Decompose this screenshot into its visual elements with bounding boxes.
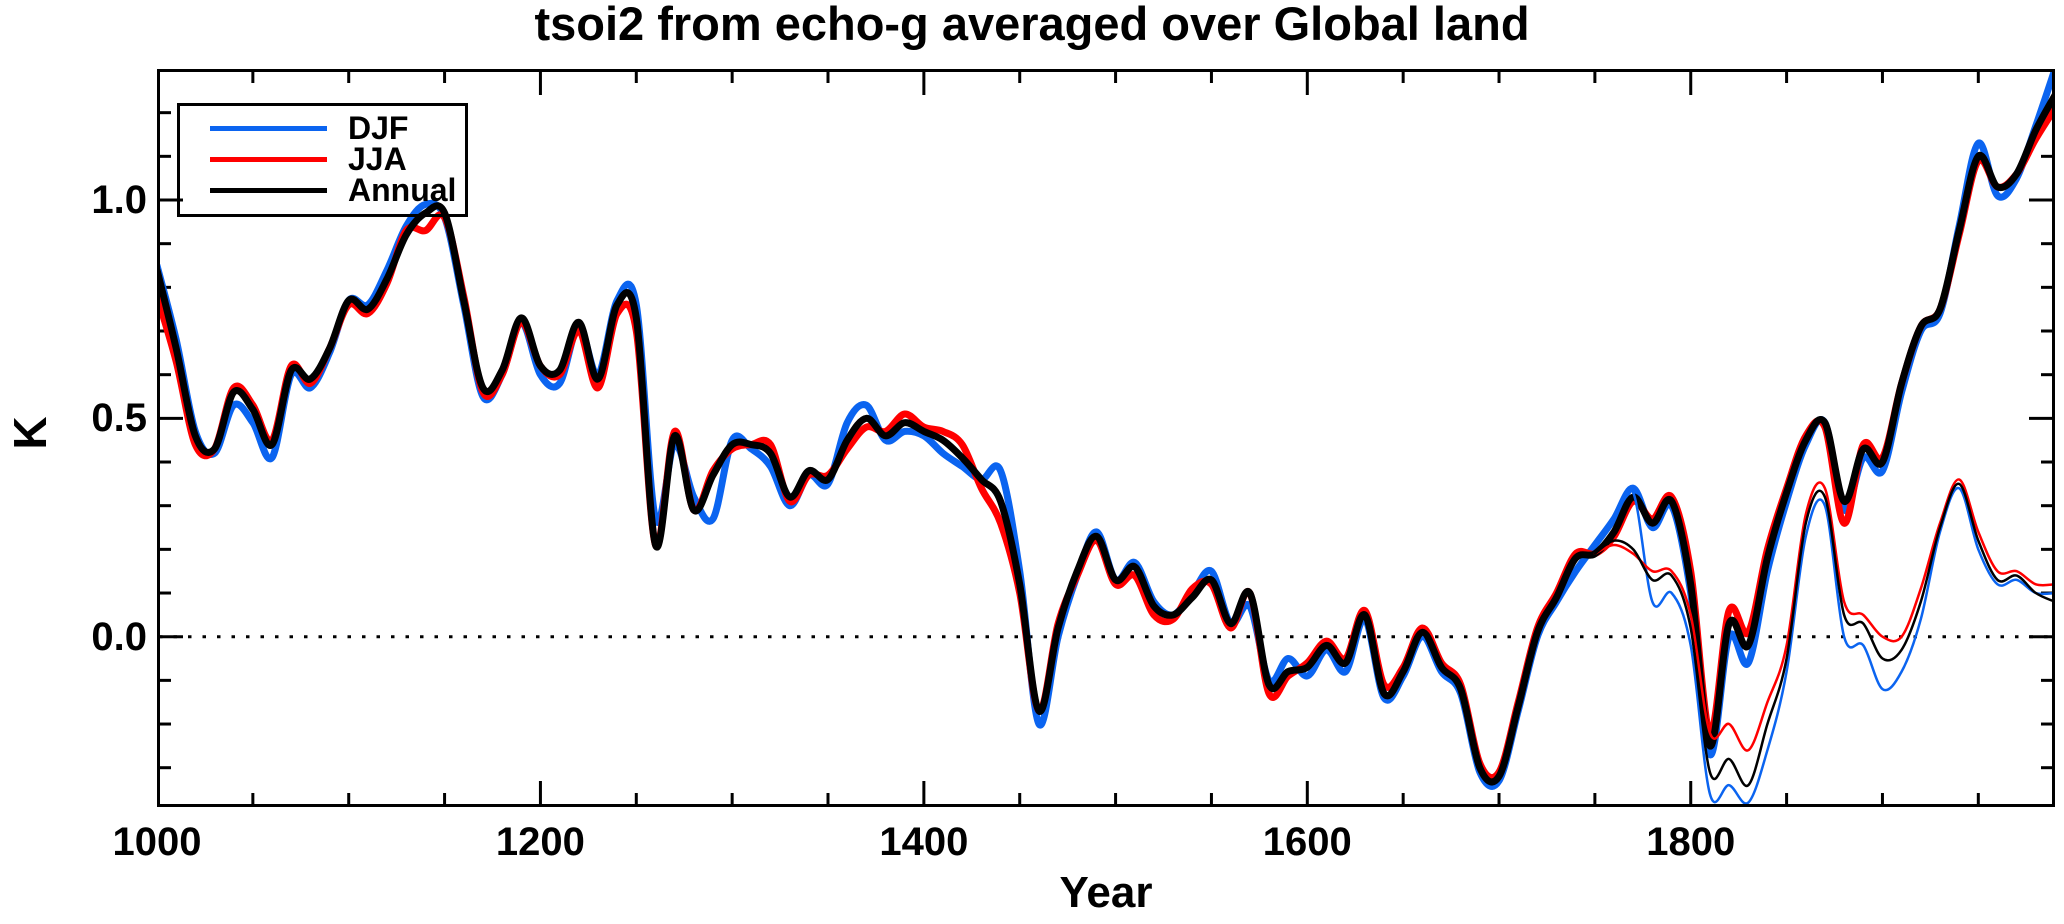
x-tick-label-1200: 1200 <box>495 820 585 864</box>
x-tick-label-1400: 1400 <box>879 820 969 864</box>
plot-area <box>157 69 2055 807</box>
y-tick-label-0.0: 0.0 <box>91 614 147 659</box>
legend: DJF JJA Annual <box>177 103 468 217</box>
legend-line-djf <box>210 126 327 131</box>
series-jja-thin-unlabeled- <box>1593 478 2055 752</box>
legend-item-annual: Annual <box>180 172 465 208</box>
legend-item-jja: JJA <box>180 141 465 177</box>
series-annual <box>157 91 2055 786</box>
x-tick-label-1600: 1600 <box>1262 820 1352 864</box>
series-djf-thin-unlabeled- <box>1593 486 2055 805</box>
y-tick-label-1.0: 1.0 <box>91 178 147 222</box>
series-annual-thin-unlabeled- <box>1593 482 2055 788</box>
legend-label-jja: JJA <box>348 141 407 177</box>
x-tick-label-1800: 1800 <box>1646 820 1736 864</box>
chart-title: tsoi2 from echo-g averaged over Global l… <box>534 0 1530 50</box>
legend-label-djf: DJF <box>348 110 409 146</box>
plot-frame <box>157 69 2055 807</box>
x-tick-label-1000: 1000 <box>112 820 202 864</box>
legend-line-jja <box>210 157 327 162</box>
y-tick-label-0.5: 0.5 <box>91 396 147 441</box>
legend-line-annual <box>210 188 327 193</box>
legend-label-annual: Annual <box>348 172 457 208</box>
x-axis-label: Year <box>1059 868 1153 917</box>
legend-item-djf: DJF <box>180 110 465 146</box>
